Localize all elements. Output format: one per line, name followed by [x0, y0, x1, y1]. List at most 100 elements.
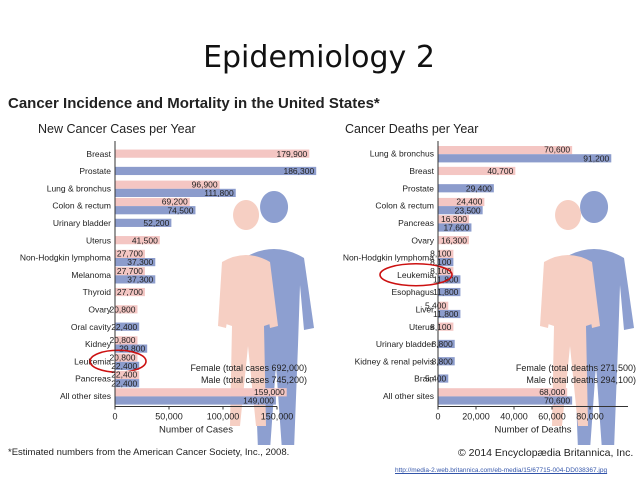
- data-label-female: 69,200: [162, 197, 188, 207]
- x-tick-label: 100,000: [207, 412, 240, 422]
- female-bar: [438, 236, 469, 245]
- category-label: Esophagus: [391, 287, 434, 297]
- data-label-male: 8,800: [431, 356, 453, 366]
- x-tick-label: 20,000: [462, 412, 490, 422]
- female-bar: [115, 388, 287, 397]
- female-bar: [438, 322, 454, 331]
- category-label: Melanoma: [71, 270, 111, 280]
- category-label: Breast: [409, 166, 434, 176]
- category-label: Ovary: [88, 304, 111, 314]
- category-label: Urinary bladder: [376, 339, 434, 349]
- male-bar: [438, 206, 483, 215]
- data-label-female: 41,500: [132, 235, 158, 245]
- data-label-female: 16,300: [441, 214, 467, 224]
- male-bar: [438, 357, 455, 366]
- category-label: Lung & bronchus: [370, 149, 434, 159]
- female-bar: [438, 146, 573, 155]
- male-bar: [115, 322, 140, 331]
- male-bar: [438, 258, 454, 267]
- female-bar: [115, 236, 160, 245]
- category-label: All other sites: [383, 391, 434, 401]
- category-label: Pancreas: [75, 374, 111, 384]
- data-label-female: 16,300: [441, 235, 467, 245]
- female-bar: [438, 197, 485, 207]
- data-label-female: 159,000: [254, 387, 285, 397]
- data-label-female: 8,100: [430, 322, 452, 332]
- male-bar: [438, 223, 472, 232]
- data-label-female: 179,900: [277, 149, 308, 159]
- male-bar: [115, 188, 236, 197]
- male-bar: [115, 275, 156, 284]
- male-bar: [115, 396, 276, 405]
- category-label: Colon & rectum: [52, 201, 111, 211]
- footnote: *Estimated numbers from the American Can…: [8, 447, 290, 458]
- legend-male: Male (total cases 745,200): [201, 375, 307, 385]
- data-label-male: 29,800: [119, 344, 145, 354]
- data-label-female: 27,700: [117, 287, 143, 297]
- category-label: Colon & rectum: [375, 201, 434, 211]
- category-label: Non-Hodgkin lymphoma: [20, 252, 111, 262]
- x-tick-label: 150,000: [261, 412, 294, 422]
- male-bar: [438, 339, 455, 349]
- data-label-female: 5,400: [425, 300, 447, 310]
- category-label: Non-Hodgkin lymphoma: [343, 252, 434, 262]
- data-label-male: 11,800: [433, 309, 459, 319]
- data-label-male: 37,300: [127, 257, 153, 267]
- x-axis-label: Number of Cases: [159, 425, 233, 436]
- female-bar: [438, 166, 516, 176]
- left-chart-title: New Cancer Cases per Year: [38, 122, 196, 136]
- data-label-female: 20,800: [109, 335, 135, 345]
- female-figure-silhouette: [540, 200, 600, 426]
- data-label-female: 70,600: [544, 145, 570, 155]
- x-tick-label: 0: [112, 412, 117, 422]
- category-label: Uterus: [86, 235, 111, 245]
- female-bar: [115, 249, 145, 258]
- female-bar: [115, 336, 138, 345]
- source-link[interactable]: http://media-2.web.britannica.com/eb-med…: [395, 467, 608, 474]
- data-label-female: 8,100: [430, 249, 452, 259]
- male-bar: [115, 258, 156, 267]
- male-bar: [115, 344, 148, 353]
- right-chart-title: Cancer Deaths per Year: [345, 122, 479, 136]
- male-bar: [438, 374, 449, 383]
- female-figure-silhouette: [218, 200, 278, 426]
- category-label: Leukemia: [397, 270, 434, 280]
- male-bar: [115, 361, 140, 370]
- female-bar: [115, 149, 310, 158]
- category-label: All other sites: [60, 391, 111, 401]
- female-bar: [115, 287, 145, 297]
- category-label: Brain: [414, 374, 434, 384]
- male-bar: [115, 166, 317, 176]
- data-label-female: 24,400: [456, 197, 482, 207]
- male-bar: [438, 309, 461, 319]
- x-tick-label: 80,000: [576, 412, 604, 422]
- data-label-male: 8,800: [431, 339, 453, 349]
- category-label: Breast: [86, 149, 111, 159]
- male-bar: [438, 184, 494, 193]
- legend-female: Female (total deaths 271,500): [516, 363, 636, 373]
- data-label-male: 17,600: [443, 223, 469, 233]
- data-label-male: 74,500: [167, 205, 193, 215]
- data-label-female: 96,900: [192, 179, 218, 189]
- male-bar: [115, 379, 140, 388]
- data-label-female: 8,100: [430, 266, 452, 276]
- female-bar: [115, 197, 190, 207]
- data-label-male: 186,300: [283, 166, 314, 176]
- x-tick-label: 0: [435, 412, 440, 422]
- male-bar: [115, 206, 196, 215]
- highlight-circle: [379, 262, 453, 287]
- category-label: Pancreas: [398, 218, 434, 228]
- copyright-credit: © 2014 Encyclopædia Britannica, Inc.: [458, 447, 634, 459]
- slide-title: Epidemiology 2: [203, 40, 435, 75]
- female-bar: [115, 180, 220, 189]
- category-label: Kidney: [85, 339, 112, 349]
- data-label-male: 22,400: [111, 378, 137, 388]
- data-label-female: 20,800: [109, 352, 135, 362]
- category-label: Liver: [416, 304, 435, 314]
- figure-title: Cancer Incidence and Mortality in the Un…: [8, 95, 380, 112]
- data-label-male: 111,800: [204, 188, 234, 198]
- female-bar: [115, 305, 138, 314]
- category-label: Ovary: [411, 235, 434, 245]
- data-label-male: 91,200: [583, 153, 609, 163]
- data-label-female: 22,400: [111, 370, 137, 380]
